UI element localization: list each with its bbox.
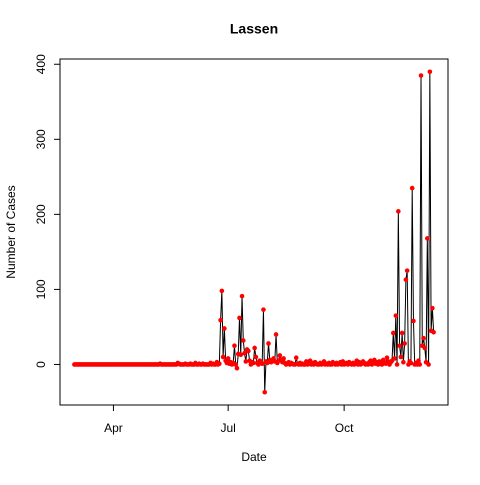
data-point xyxy=(273,332,279,337)
data-point xyxy=(396,209,401,214)
data-point xyxy=(293,355,299,361)
data-point xyxy=(425,236,430,241)
data-point xyxy=(259,361,265,367)
data-point xyxy=(222,326,227,331)
data-point xyxy=(399,330,405,336)
y-tick-label: 400 xyxy=(34,54,48,74)
data-point xyxy=(421,335,426,341)
data-point xyxy=(243,359,249,364)
data-point xyxy=(218,317,223,323)
data-point xyxy=(252,345,257,351)
data-point xyxy=(233,362,239,367)
data-point xyxy=(281,356,286,361)
data-point xyxy=(242,350,247,356)
data-point xyxy=(402,341,407,346)
data-point xyxy=(240,338,246,343)
data-point xyxy=(401,359,406,365)
data-point xyxy=(246,348,251,354)
x-axis-label: Date xyxy=(241,450,267,464)
data-point xyxy=(394,362,400,367)
y-axis-label: Number of Cases xyxy=(4,185,18,278)
chart-title: Lassen xyxy=(230,21,278,37)
data-point xyxy=(397,343,402,349)
data-point xyxy=(422,345,428,351)
data-point xyxy=(418,73,424,78)
data-point xyxy=(408,360,414,366)
data-point xyxy=(430,305,435,311)
x-tick-label: Apr xyxy=(104,421,123,435)
data-point xyxy=(409,185,415,191)
data-point xyxy=(393,313,399,318)
data-point xyxy=(426,362,431,367)
data-point xyxy=(427,69,433,75)
data-point xyxy=(225,356,231,361)
x-tick-label: Jul xyxy=(220,421,235,435)
data-point xyxy=(417,362,423,367)
data-point xyxy=(239,293,245,299)
data-point xyxy=(251,360,256,366)
y-tick-label: 0 xyxy=(34,361,48,368)
data-point xyxy=(232,343,237,349)
data-point xyxy=(411,318,416,324)
data-point xyxy=(264,360,270,366)
data-point xyxy=(384,355,390,361)
x-tick-label: Oct xyxy=(335,421,354,435)
data-point xyxy=(404,268,410,273)
data-point xyxy=(220,354,226,360)
data-point xyxy=(217,361,222,367)
y-tick-label: 200 xyxy=(34,204,48,224)
data-point xyxy=(261,307,266,312)
data-point xyxy=(390,330,396,336)
data-point xyxy=(431,329,436,335)
data-point xyxy=(262,389,268,395)
data-point xyxy=(253,354,259,360)
data-point xyxy=(234,365,240,371)
y-tick-label: 300 xyxy=(34,129,48,149)
data-point xyxy=(237,315,242,321)
data-point xyxy=(219,288,225,294)
data-point xyxy=(238,352,244,358)
y-tick-label: 100 xyxy=(34,279,48,299)
plot-box xyxy=(59,58,449,406)
data-point xyxy=(403,277,409,282)
data-point xyxy=(392,356,397,361)
data-point xyxy=(266,341,271,346)
data-point xyxy=(398,354,404,360)
data-point xyxy=(277,353,283,358)
data-point xyxy=(416,358,421,364)
